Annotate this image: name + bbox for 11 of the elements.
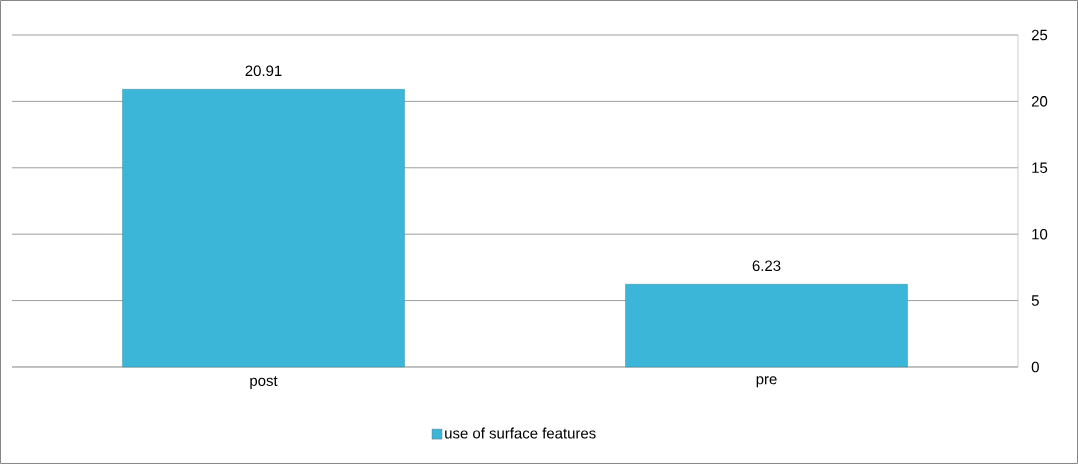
y-tick-label: 5	[1031, 295, 1039, 306]
x-tick-label: pre	[756, 376, 777, 388]
y-tick-label: 10	[1032, 228, 1048, 240]
y-tick-label: 15	[1032, 162, 1048, 173]
x-tick-label: post	[250, 376, 278, 389]
y-tick-label: 25	[1031, 29, 1048, 41]
data-label: 20.91	[245, 65, 282, 77]
data-label: 6.23	[752, 260, 781, 272]
y-tick-label: 0	[1031, 361, 1039, 373]
y-tick-label: 20	[1031, 96, 1048, 107]
legend-label: use of surface features	[445, 427, 596, 439]
